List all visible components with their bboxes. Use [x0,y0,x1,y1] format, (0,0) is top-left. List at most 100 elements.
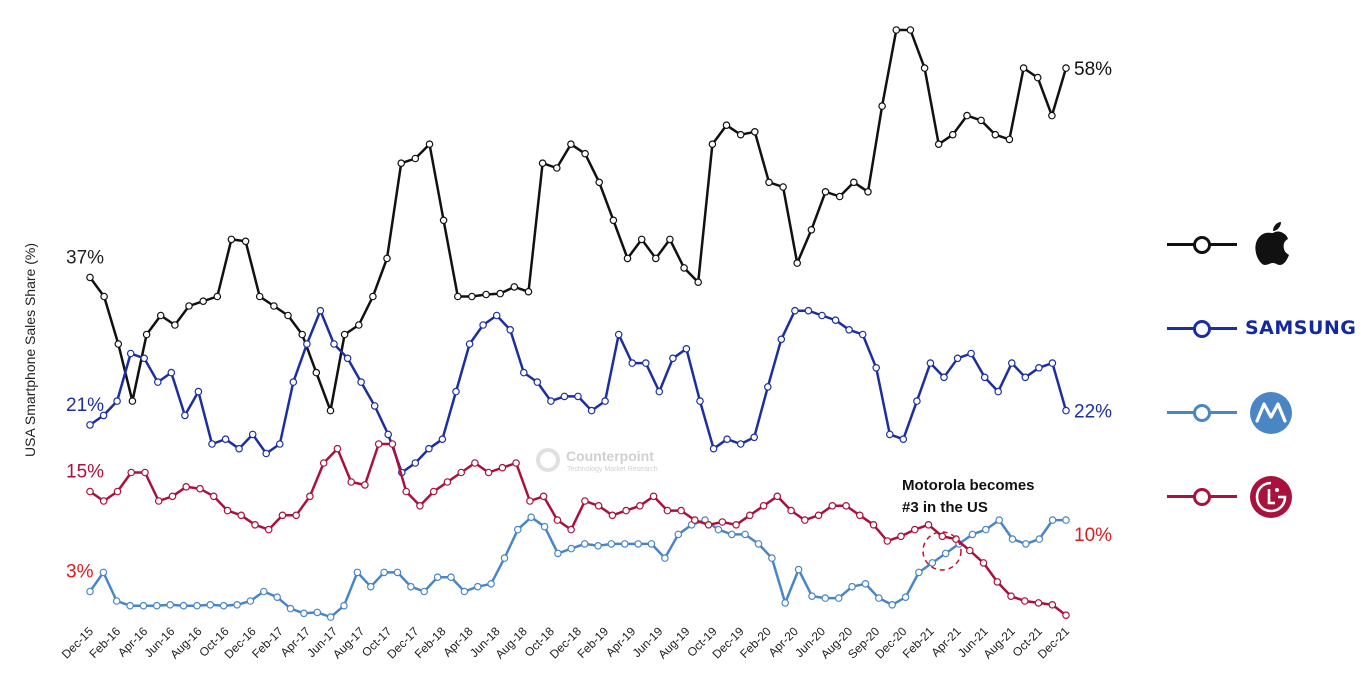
data-point-apple [552,164,561,172]
data-point-samsung [1062,406,1070,415]
data-point-motorola [594,541,602,550]
legend-marker-lg [1193,488,1211,506]
data-point-samsung [519,368,528,377]
data-point-motorola [286,604,295,613]
data-point-samsung [370,402,379,410]
data-point-apple [538,159,547,168]
data-point-lg [251,520,259,529]
data-point-lg [333,444,342,453]
data-point-samsung [791,306,799,315]
data-point-apple [114,340,123,348]
data-point-motorola [580,540,589,548]
data-point-apple [270,302,278,310]
data-point-motorola [353,568,362,577]
data-point-lg [828,501,837,510]
data-point-samsung [479,321,487,329]
data-point-samsung [248,430,257,439]
data-point-samsung [804,306,813,315]
data-point-apple [354,321,363,329]
data-point-apple [892,26,901,34]
data-point-motorola [153,601,161,610]
data-point-lg [1007,592,1015,601]
data-point-motorola [326,613,335,621]
series-motorola [86,513,1070,621]
data-point-motorola [112,597,121,605]
data-point-apple [397,159,406,168]
data-point-apple [694,278,703,287]
data-point-motorola [661,554,669,562]
data-point-lg [965,546,974,555]
data-point-apple [623,254,632,263]
data-point-motorola [366,582,375,591]
data-point-lg [800,516,809,524]
data-point-samsung [587,406,596,415]
data-point-lg [732,520,740,529]
data-point-motorola [567,544,576,553]
data-point-lg [443,478,452,486]
data-point-apple [326,406,335,415]
data-point-samsung [696,397,704,405]
data-point-apple [411,154,420,163]
x-tick-label: Feb-21 [900,624,937,661]
samsung-wordmark: SAMSUNG [1245,317,1357,339]
data-point-apple [171,321,179,329]
data-point-motorola [500,554,509,562]
data-point-apple [185,302,193,310]
data-point-lg [526,497,534,505]
data-point-lg [99,497,108,505]
data-point-apple [779,183,787,191]
data-point-samsung [845,325,853,334]
data-point-motorola [741,530,749,539]
x-tick-label: Feb-19 [574,624,611,661]
data-point-apple [1062,64,1070,72]
data-point-motorola [674,530,683,539]
data-point-apple [821,188,830,196]
start-label-lg: 15% [66,462,104,483]
x-tick-label: Feb-20 [737,624,774,661]
data-point-motorola [888,600,897,609]
data-point-apple [722,121,731,130]
data-point-lg [457,468,466,477]
data-point-lg [883,537,892,545]
data-point-samsung [641,359,650,367]
data-point-apple [453,292,462,301]
data-point-motorola [727,530,736,539]
data-point-samsung [533,378,542,386]
data-point-motorola [754,540,763,548]
data-point-apple [383,254,391,263]
data-point-lg [539,492,548,501]
data-point-motorola [554,549,562,558]
data-point-samsung [669,354,677,363]
data-point-motorola [915,568,923,577]
data-point-apple [100,292,108,301]
data-point-apple [1019,64,1028,72]
data-point-apple [524,287,533,296]
data-point-lg [938,532,947,541]
data-point-lg [910,525,919,534]
data-point-samsung [425,444,433,453]
legend-item-motorola [1165,388,1360,438]
data-point-samsung [194,387,203,396]
data-point-apple [864,188,872,196]
data-point-samsung [709,444,718,453]
data-point-lg [168,492,177,501]
data-point-apple [637,235,646,244]
data-point-samsung [140,354,149,363]
data-point-samsung [614,330,623,339]
data-point-motorola [620,540,629,548]
data-point-apple [878,102,886,110]
data-point-lg [1048,600,1057,609]
data-point-apple [948,130,957,139]
data-point-motorola [206,600,215,609]
data-point-lg [86,487,94,496]
data-point-samsung [330,340,338,348]
data-point-motorola [634,540,643,548]
data-point-apple [793,259,802,267]
data-point-lg [787,506,795,515]
data-point-motorola [647,540,656,548]
data-point-motorola [901,593,910,602]
data-point-motorola [166,600,175,609]
data-point-lg [636,501,644,510]
data-point-motorola [487,579,495,588]
